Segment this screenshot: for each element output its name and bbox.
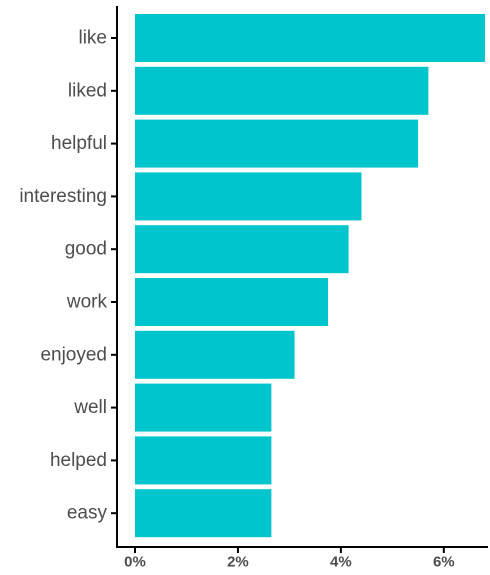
x-tick-label-0: 0% (124, 554, 146, 571)
y-label-enjoyed: enjoyed (40, 344, 107, 365)
bar-enjoyed (135, 330, 295, 379)
x-tick-label-6: 6% (433, 554, 455, 571)
bar-easy (135, 489, 272, 538)
bar-liked (135, 66, 429, 115)
y-label-helpful: helpful (51, 133, 107, 154)
bar-work (135, 278, 329, 326)
y-label-helped: helped (50, 450, 107, 471)
x-axis-ticks: 0% 2% 4% 6% (124, 547, 455, 571)
bars-layer (135, 14, 485, 538)
y-axis-labels: like liked helpful interesting good work enjoy… (19, 28, 107, 524)
y-label-well: well (73, 397, 107, 418)
y-label-work: work (66, 292, 108, 313)
x-tick-label-4: 4% (330, 554, 352, 571)
y-label-good: good (65, 239, 107, 260)
y-label-interesting: interesting (19, 186, 107, 207)
y-label-easy: easy (67, 503, 108, 524)
bar-good (135, 225, 349, 274)
bar-interesting (135, 172, 362, 221)
y-label-liked: liked (68, 80, 107, 101)
bar-like (135, 14, 485, 62)
y-label-like: like (78, 28, 107, 49)
bar-well (135, 383, 272, 432)
x-tick-label-2: 2% (227, 554, 249, 571)
bar-helped (135, 436, 272, 485)
bar-helpful (135, 119, 419, 168)
